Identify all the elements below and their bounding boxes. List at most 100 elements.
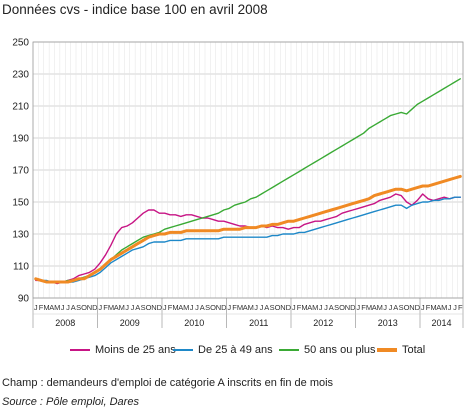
y-tick-label-230: 230 [12, 70, 29, 81]
y-tick-label-150: 150 [12, 198, 29, 209]
x-month-label-0: J [34, 303, 38, 312]
x-month-label-45: O [275, 303, 281, 312]
x-month-label-35: D [221, 303, 227, 312]
x-month-label-10: N [87, 303, 92, 312]
x-month-label-51: A [307, 303, 312, 312]
x-month-label-38: M [237, 303, 243, 312]
x-month-label-25: F [168, 303, 173, 312]
x-month-label-13: F [103, 303, 108, 312]
x-month-label-50: M [301, 303, 307, 312]
legend-item-50-plus: 50 ans ou plus [279, 344, 376, 356]
x-month-label-29: J [190, 303, 194, 312]
x-month-label-20: S [141, 303, 146, 312]
y-tick-label-130: 130 [12, 230, 29, 241]
x-month-label-79: F [458, 303, 463, 312]
chart-source: Source : Pôle emploi, Dares [2, 396, 139, 408]
legend-item-total: Total [377, 344, 425, 356]
chart-note: Champ : demandeurs d'emploi de catégorie… [2, 377, 334, 389]
x-year-label-2011: 2011 [249, 318, 268, 328]
x-month-label-46: N [280, 303, 285, 312]
plot-frame [32, 41, 464, 299]
grid [32, 41, 464, 299]
x-year-label-2012: 2012 [313, 318, 333, 328]
x-month-label-68: S [399, 303, 404, 312]
x-month-label-60: J [356, 303, 360, 312]
y-axis-ticks: 90 110 130 150 170 190 210 230 250 [12, 38, 29, 305]
x-month-label-31: A [200, 303, 205, 312]
legend-label-25-49: De 25 à 49 ans [198, 344, 273, 356]
x-month-label-28: M [183, 303, 189, 312]
x-year-label-2009: 2009 [120, 318, 140, 328]
legend-swatch-total [377, 348, 397, 353]
x-month-label-43: A [264, 303, 269, 312]
x-month-label-69: O [404, 303, 410, 312]
series-line-3 [34, 174, 462, 284]
chart-title: Données cvs - indice base 100 en avril 2… [2, 2, 268, 17]
x-month-label-55: A [329, 303, 334, 312]
x-month-label-67: A [393, 303, 398, 312]
x-month-label-23: D [157, 303, 163, 312]
x-month-label-47: D [286, 303, 292, 312]
x-year-label-2008: 2008 [55, 318, 75, 328]
legend-swatch-moins-25 [70, 349, 90, 352]
x-month-label-74: M [430, 303, 436, 312]
legend-item-moins-25: Moins de 25 ans [70, 344, 176, 356]
x-month-label-72: J [421, 303, 425, 312]
legend-swatch-50-plus [279, 349, 299, 352]
x-month-label-76: M [441, 303, 447, 312]
x-month-label-26: M [172, 303, 178, 312]
legend-swatch-25-49 [173, 349, 193, 352]
x-month-label-34: N [216, 303, 221, 312]
x-month-label-8: S [76, 303, 81, 312]
x-month-label-44: S [270, 303, 275, 312]
x-month-label-16: M [119, 303, 125, 312]
x-month-label-33: O [210, 303, 216, 312]
x-month-label-42: J [260, 303, 264, 312]
x-month-label-37: F [232, 303, 237, 312]
x-month-label-63: A [372, 303, 377, 312]
x-month-label-32: S [205, 303, 210, 312]
x-month-label-22: N [151, 303, 156, 312]
x-month-label-53: J [319, 303, 323, 312]
y-tick-label-170: 170 [12, 166, 29, 177]
legend-item-25-49: De 25 à 49 ans [173, 344, 273, 356]
x-year-label-2013: 2013 [378, 318, 398, 328]
x-month-label-70: N [409, 303, 414, 312]
x-month-label-11: D [92, 303, 98, 312]
x-month-label-54: J [324, 303, 328, 312]
x-month-label-56: S [334, 303, 339, 312]
x-month-label-12: J [98, 303, 102, 312]
x-month-label-77: J [448, 303, 452, 312]
x-month-label-30: J [195, 303, 199, 312]
x-month-label-64: M [377, 303, 383, 312]
x-month-label-14: M [108, 303, 114, 312]
y-tick-label-210: 210 [12, 102, 29, 113]
x-month-label-5: J [61, 303, 65, 312]
x-month-label-2: M [43, 303, 49, 312]
x-month-label-62: M [366, 303, 372, 312]
legend-label-50-plus: 50 ans ou plus [304, 344, 376, 356]
legend-label-moins-25: Moins de 25 ans [95, 344, 176, 356]
y-tick-label-90: 90 [18, 294, 30, 305]
x-month-label-41: J [254, 303, 258, 312]
x-month-label-36: J [227, 303, 231, 312]
y-tick-label-250: 250 [12, 38, 29, 49]
x-month-label-73: F [426, 303, 431, 312]
x-month-label-59: D [350, 303, 356, 312]
x-month-label-61: F [361, 303, 366, 312]
y-tick-label-110: 110 [13, 262, 29, 273]
x-month-label-66: J [389, 303, 393, 312]
x-month-label-71: D [415, 303, 421, 312]
x-month-label-7: A [71, 303, 76, 312]
x-month-label-65: J [383, 303, 387, 312]
x-month-label-40: M [248, 303, 254, 312]
x-month-label-4: M [54, 303, 60, 312]
x-month-label-48: J [292, 303, 296, 312]
x-month-label-15: A [114, 303, 119, 312]
legend-label-total: Total [402, 344, 426, 356]
x-month-label-1: F [39, 303, 44, 312]
x-month-label-57: O [339, 303, 345, 312]
x-month-label-49: F [297, 303, 302, 312]
x-month-label-17: J [125, 303, 129, 312]
